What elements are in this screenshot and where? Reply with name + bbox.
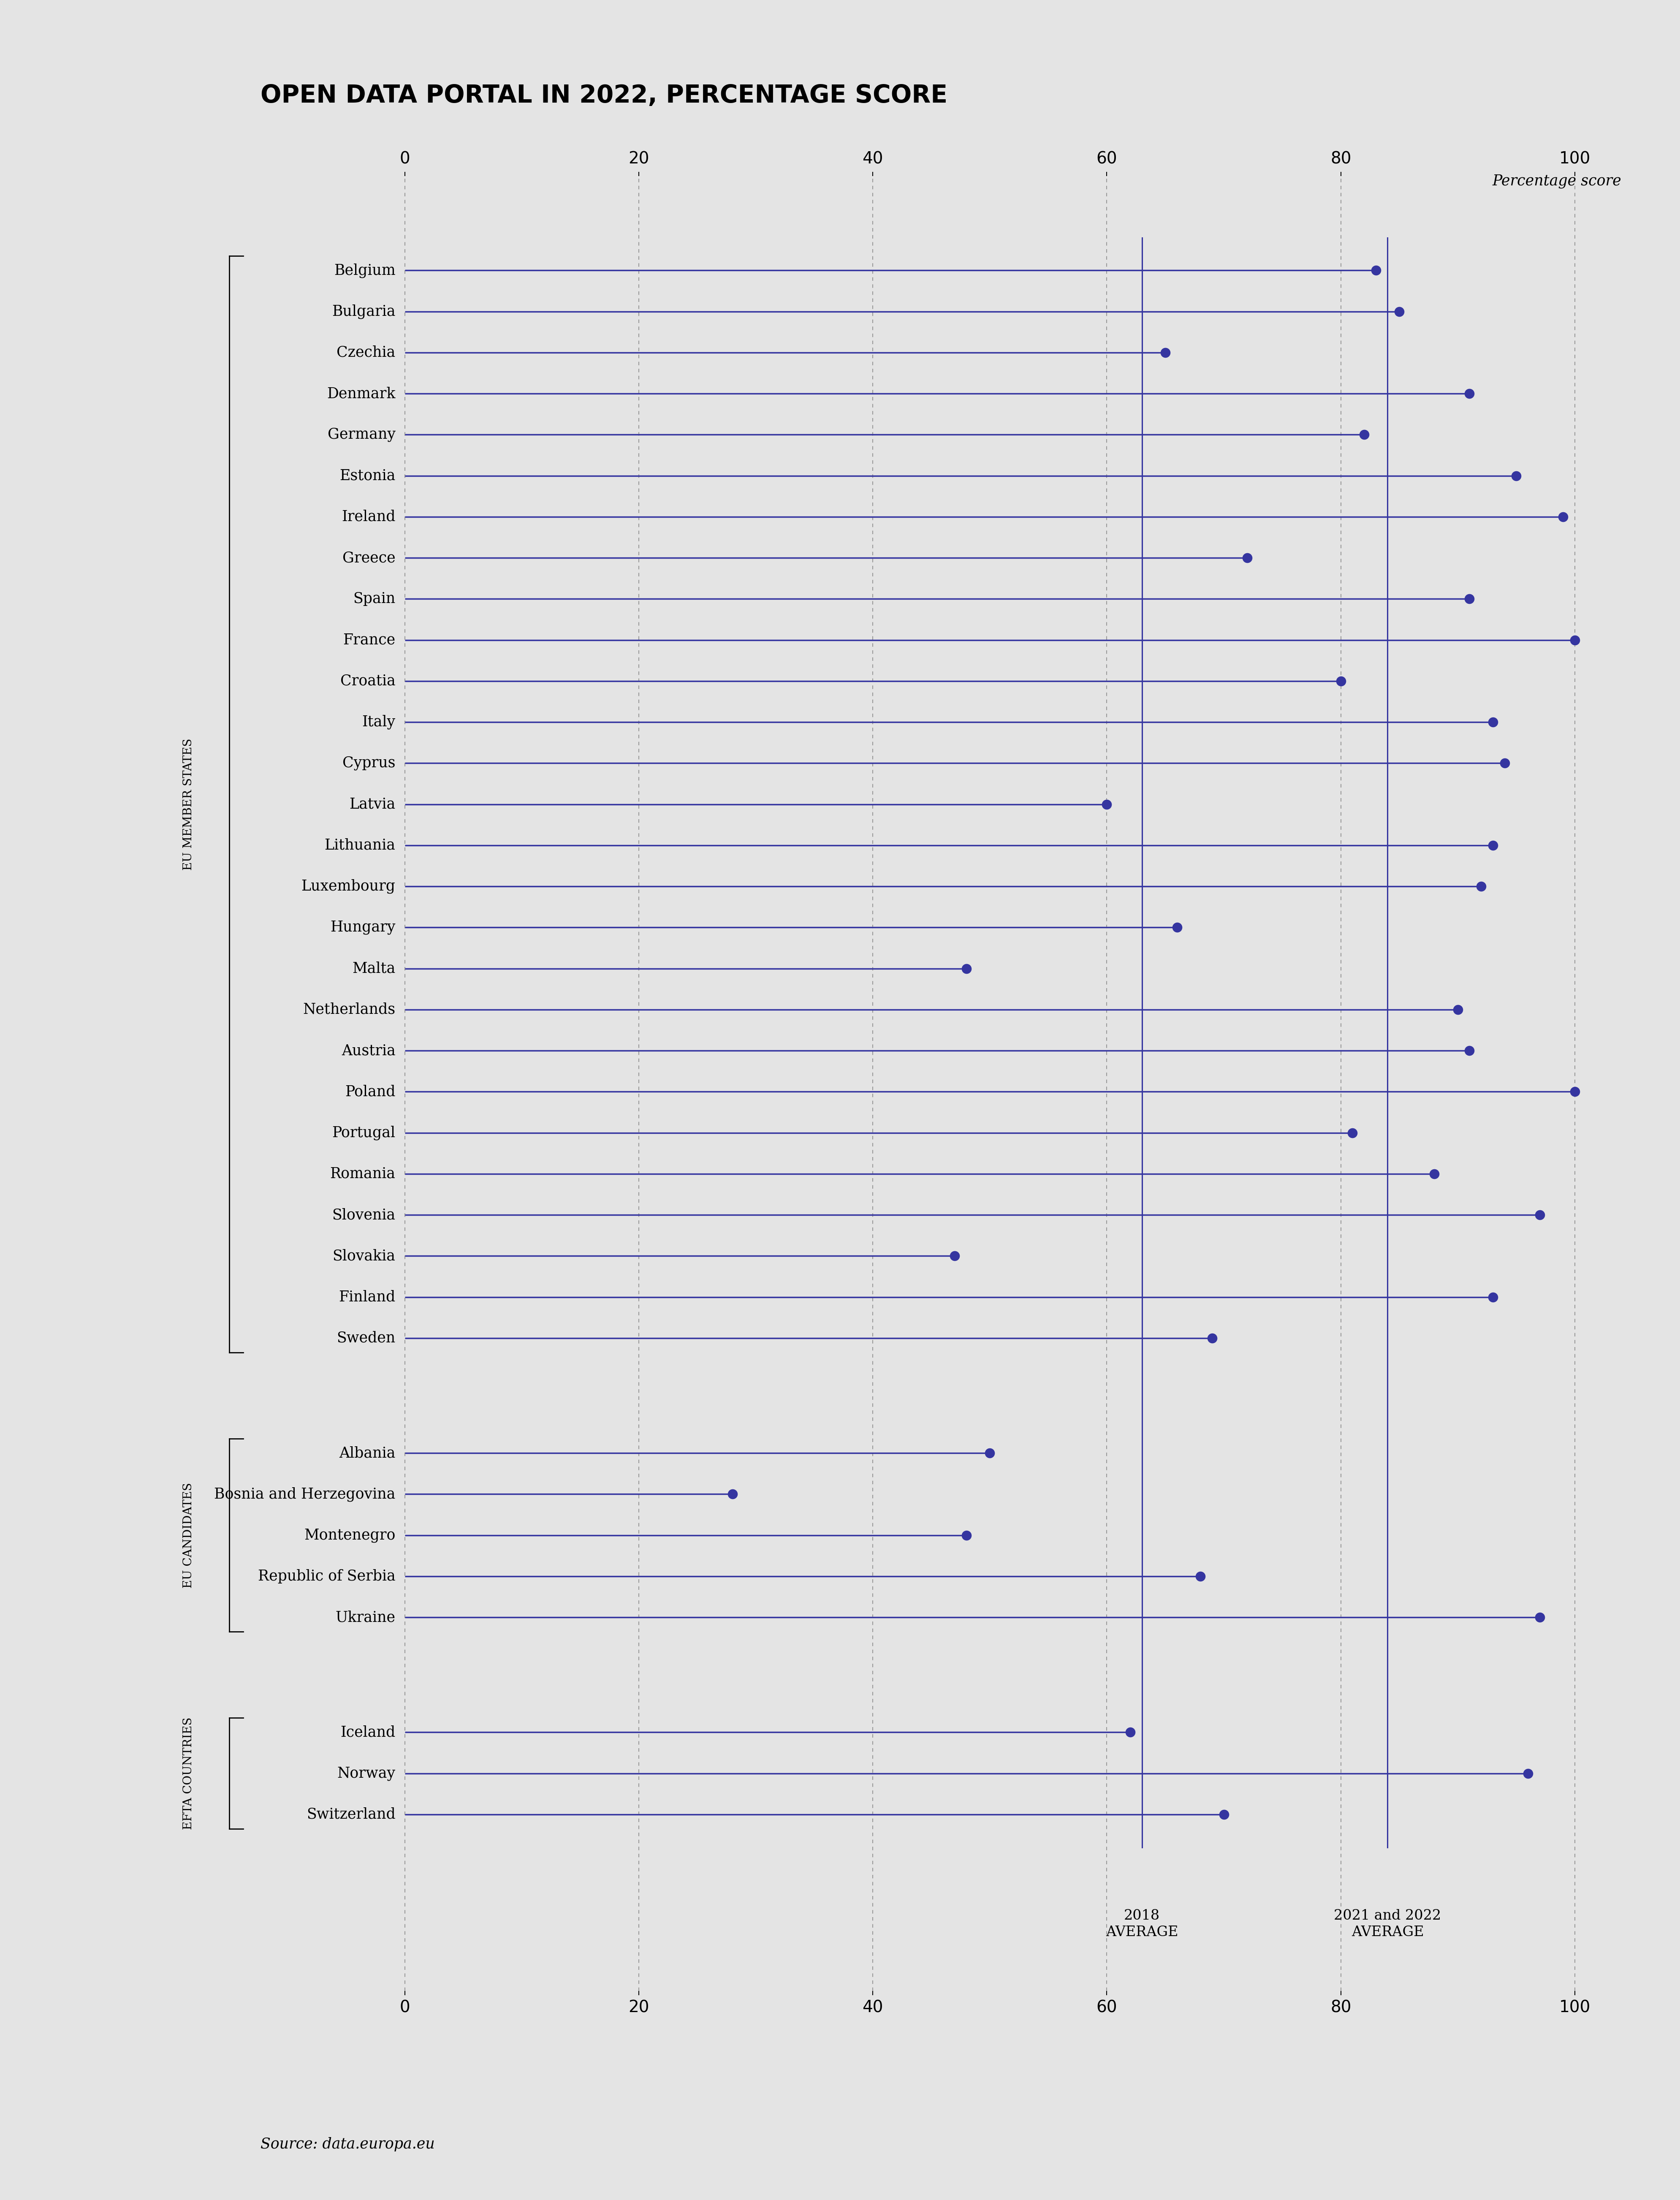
Text: Denmark: Denmark [326,387,395,400]
Text: Finland: Finland [339,1289,395,1305]
Text: Spain: Spain [353,592,395,607]
Text: Romania: Romania [329,1166,395,1181]
Text: Ireland: Ireland [341,510,395,524]
Text: Estonia: Estonia [339,469,395,484]
Text: Poland: Poland [344,1085,395,1098]
Text: Austria: Austria [341,1043,395,1058]
Text: Cyprus: Cyprus [343,757,395,770]
Text: Switzerland: Switzerland [306,1806,395,1822]
Text: Albania: Albania [339,1445,395,1461]
Text: Hungary: Hungary [329,920,395,935]
Text: EFTA COUNTRIES: EFTA COUNTRIES [183,1718,193,1830]
Text: EU MEMBER STATES: EU MEMBER STATES [183,739,193,871]
Text: 2021 and 2022
AVERAGE: 2021 and 2022 AVERAGE [1334,1910,1441,1938]
Text: Germany: Germany [328,427,395,442]
Text: Ukraine: Ukraine [336,1610,395,1624]
Text: Greece: Greece [343,550,395,565]
Text: Belgium: Belgium [334,264,395,277]
Text: Luxembourg: Luxembourg [301,880,395,893]
Text: Lithuania: Lithuania [324,838,395,854]
Text: Slovenia: Slovenia [333,1208,395,1221]
Text: Netherlands: Netherlands [302,1003,395,1016]
Text: Portugal: Portugal [333,1126,395,1140]
Text: OPEN DATA PORTAL IN 2022, PERCENTAGE SCORE: OPEN DATA PORTAL IN 2022, PERCENTAGE SCO… [260,84,948,108]
Text: Iceland: Iceland [341,1725,395,1740]
Text: 2018
AVERAGE: 2018 AVERAGE [1105,1910,1178,1938]
Text: Czechia: Czechia [336,345,395,361]
Text: Latvia: Latvia [349,796,395,812]
Text: Source: data.europa.eu: Source: data.europa.eu [260,2136,435,2152]
Text: EU CANDIDATES: EU CANDIDATES [183,1483,193,1588]
Text: Italy: Italy [361,715,395,730]
Text: Norway: Norway [338,1767,395,1780]
Text: Croatia: Croatia [339,673,395,689]
Text: Percentage score: Percentage score [1492,174,1621,189]
Text: France: France [343,634,395,647]
Text: Montenegro: Montenegro [304,1529,395,1542]
Text: Bulgaria: Bulgaria [333,304,395,319]
Text: Republic of Serbia: Republic of Serbia [257,1569,395,1584]
Text: Bosnia and Herzegovina: Bosnia and Herzegovina [213,1487,395,1500]
Text: Sweden: Sweden [336,1331,395,1344]
Text: Malta: Malta [353,961,395,977]
Text: Slovakia: Slovakia [333,1250,395,1263]
